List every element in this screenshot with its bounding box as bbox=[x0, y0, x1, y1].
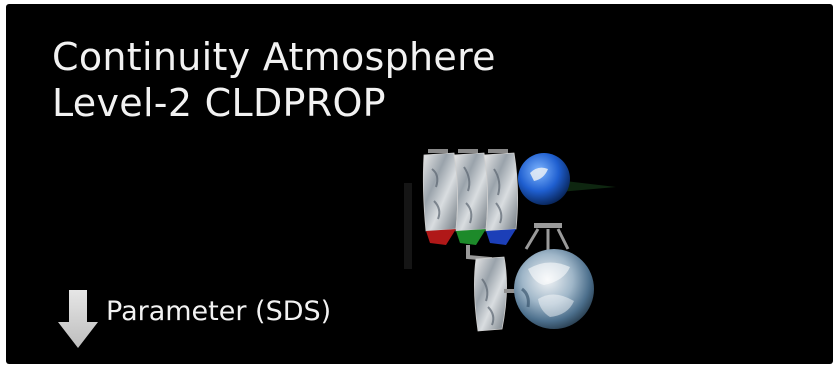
title-line-1: Continuity Atmosphere bbox=[52, 35, 496, 79]
page-title: Continuity Atmosphere Level-2 CLDPROP bbox=[52, 34, 496, 126]
video-frame: Continuity Atmosphere Level-2 CLDPROP bbox=[6, 4, 833, 364]
title-line-2: Level-2 CLDPROP bbox=[52, 81, 386, 125]
arrow-down-icon bbox=[58, 290, 98, 348]
parameter-section: Parameter (SDS) bbox=[56, 288, 332, 348]
parameter-label: Parameter (SDS) bbox=[106, 296, 332, 327]
satellite-swath-globe-icon bbox=[404, 149, 616, 332]
